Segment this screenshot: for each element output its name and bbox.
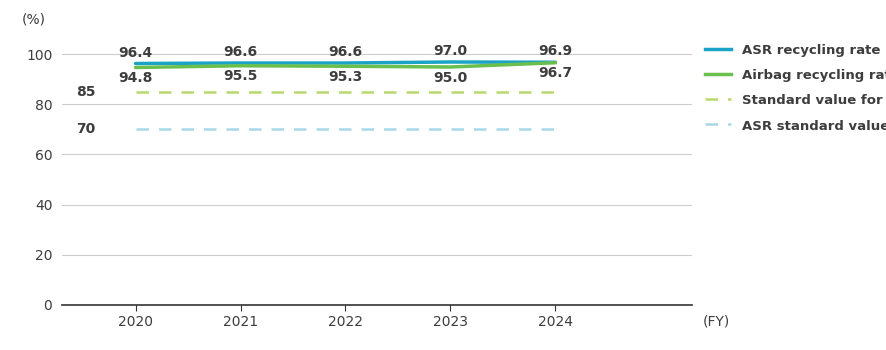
Text: 85: 85 <box>76 85 96 99</box>
Text: 95.5: 95.5 <box>223 70 258 84</box>
Text: (FY): (FY) <box>702 315 729 329</box>
Text: 97.0: 97.0 <box>433 44 467 58</box>
Text: 96.7: 96.7 <box>538 66 571 80</box>
Text: 96.4: 96.4 <box>119 46 152 60</box>
Y-axis label: (%): (%) <box>22 12 46 26</box>
Text: 96.6: 96.6 <box>223 45 257 59</box>
Text: 95.3: 95.3 <box>328 70 362 84</box>
Text: 95.0: 95.0 <box>433 71 467 85</box>
Text: 96.6: 96.6 <box>328 45 362 59</box>
Legend: ASR recycling rate, Airbag recycling rate, Standard value for airbags, ASR stand: ASR recycling rate, Airbag recycling rat… <box>704 43 886 133</box>
Text: 70: 70 <box>76 122 96 136</box>
Text: 94.8: 94.8 <box>118 71 152 85</box>
Text: 96.9: 96.9 <box>538 44 571 58</box>
